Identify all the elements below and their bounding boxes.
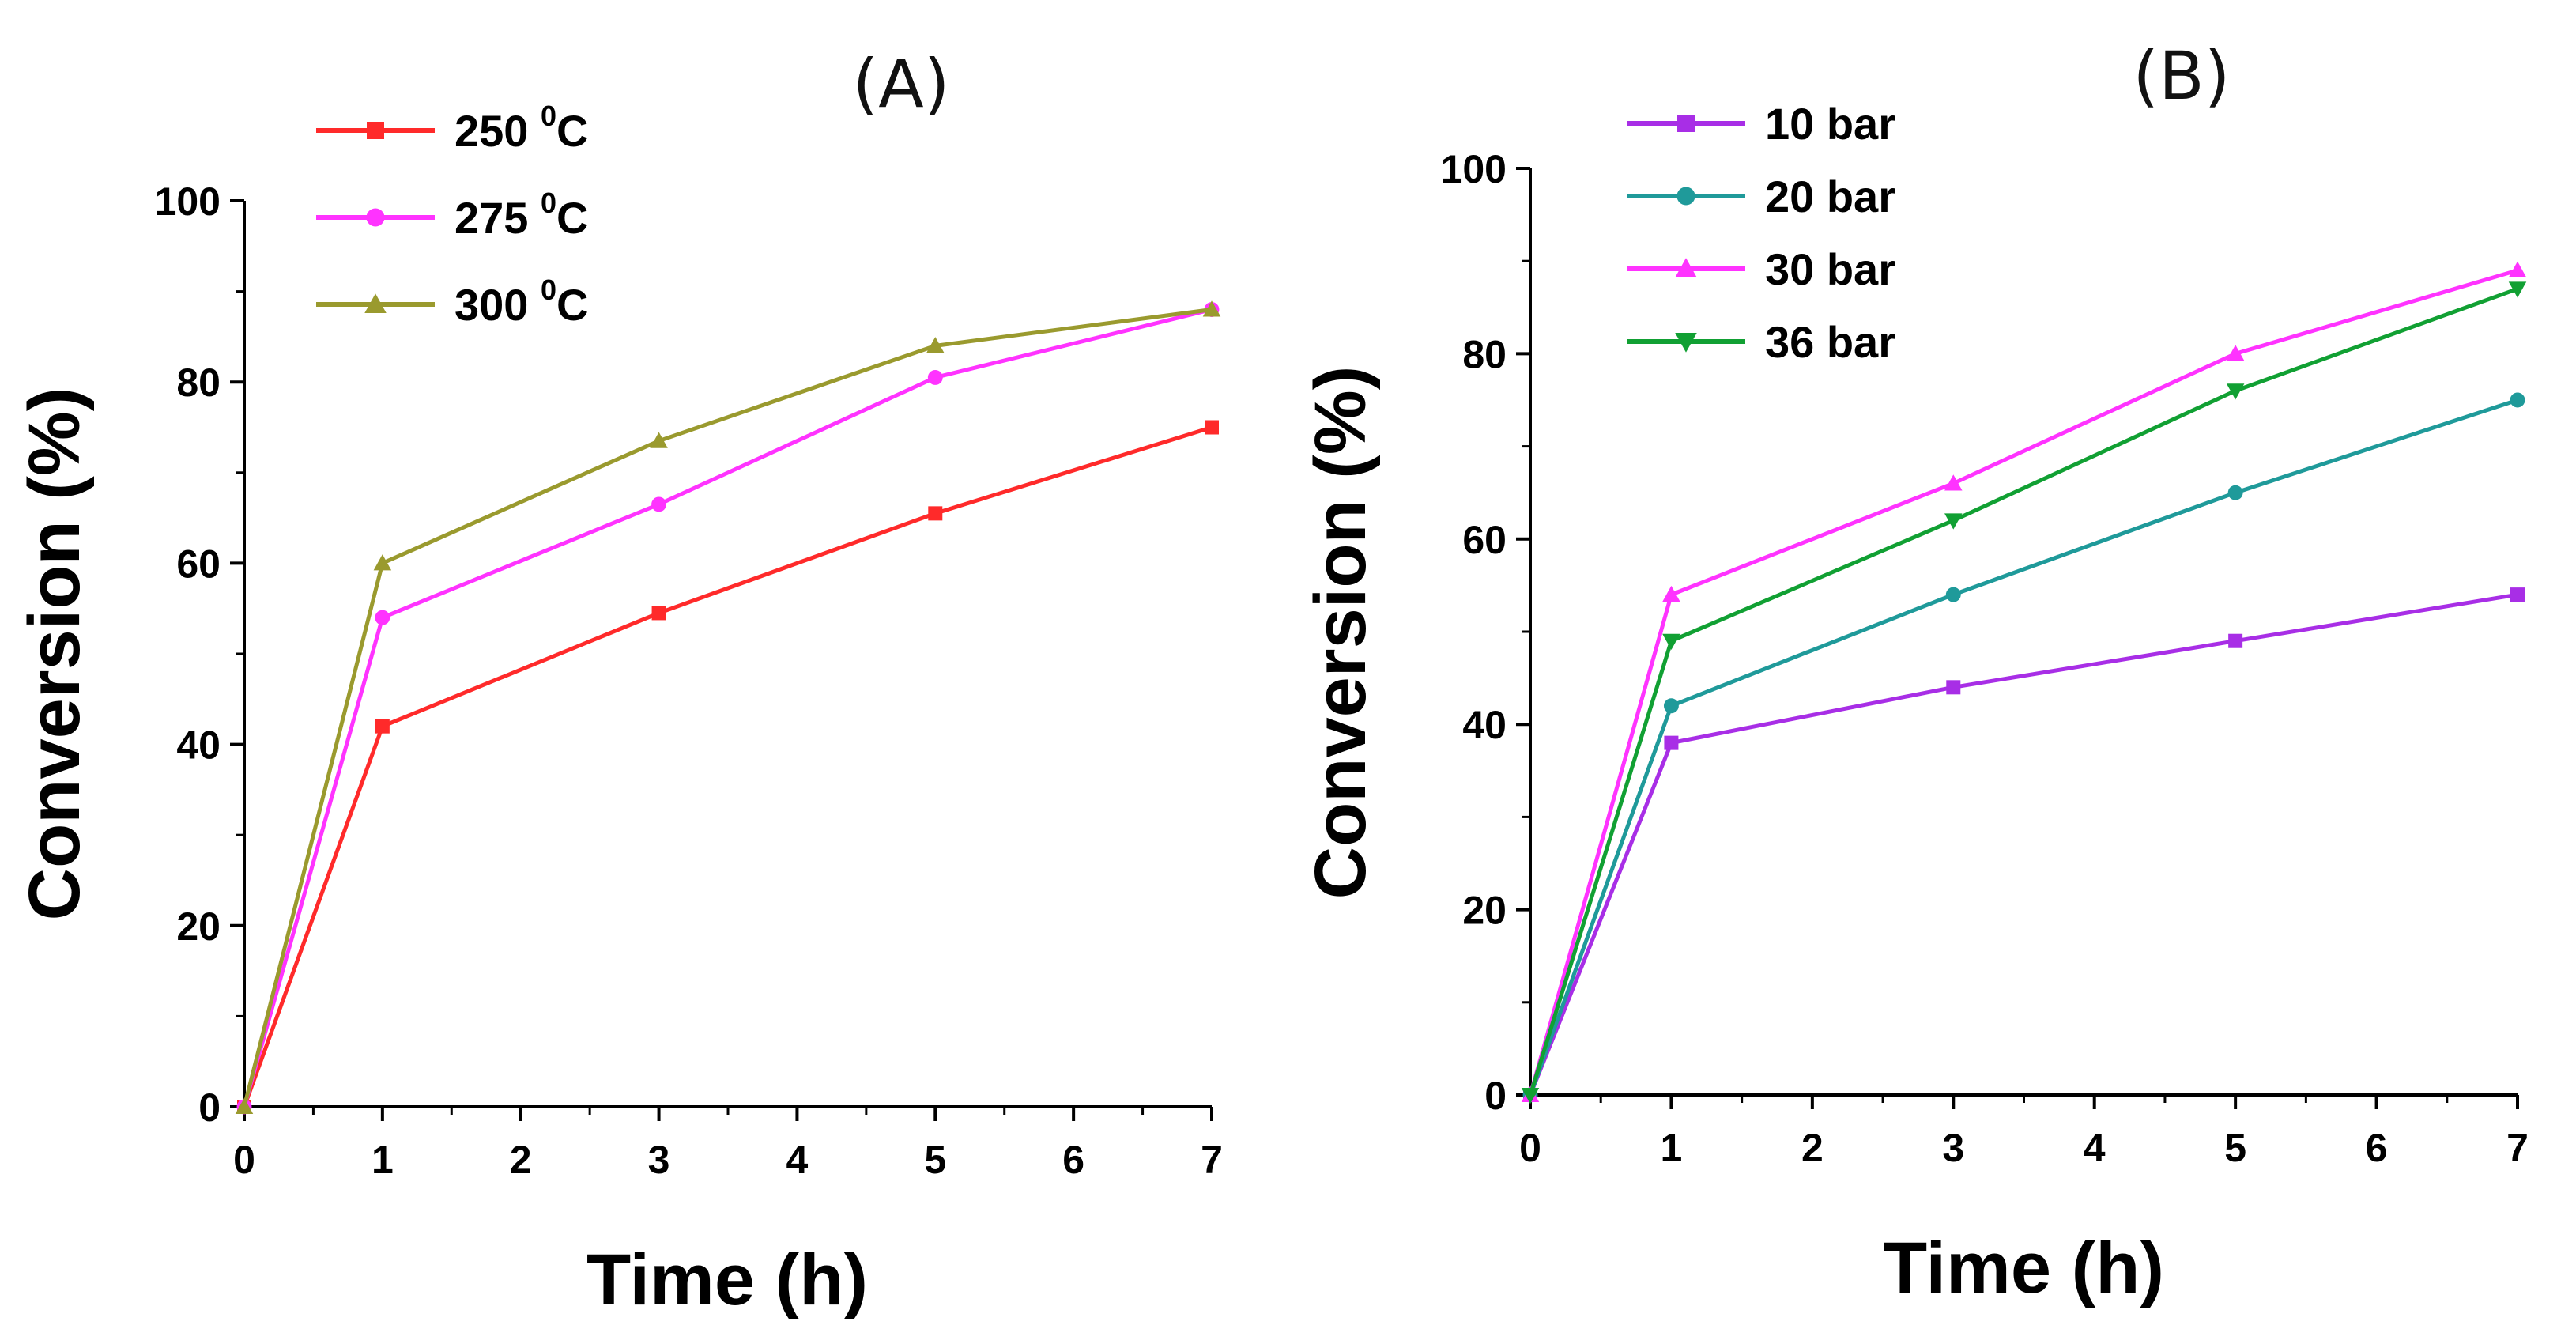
legend-label: 300 0C — [454, 274, 588, 330]
legend-entry: 20 bar — [1627, 172, 1895, 221]
legend-marker — [367, 122, 384, 139]
data-point — [1205, 420, 1219, 435]
panel-a: 0 20 40 60 80 100 0 1 2 3 4 5 6 7 (A) Conversion (%) Tim… — [14, 45, 1223, 1320]
data-point — [927, 370, 943, 385]
data-point — [650, 432, 668, 448]
y-tick-label: 60 — [176, 542, 221, 586]
data-point — [2510, 587, 2525, 602]
legend-marker — [364, 293, 387, 313]
legend-marker — [1677, 115, 1695, 132]
y-tick-label: 100 — [155, 179, 221, 224]
data-point — [373, 554, 392, 571]
data-point — [1664, 735, 1679, 750]
legend-entry: 275 0C — [316, 187, 588, 243]
data-point — [2226, 383, 2245, 400]
legend-entry: 300 0C — [316, 274, 588, 330]
y-tick-label: 80 — [1462, 332, 1507, 376]
data-point — [1946, 680, 1961, 695]
x-axis-label: Time (h) — [1883, 1228, 2164, 1308]
x-tick-label: 2 — [1801, 1126, 1824, 1170]
data-point — [2227, 485, 2243, 500]
y-axis-label: Conversion (%) — [1300, 366, 1381, 900]
y-tick-label: 20 — [1462, 889, 1507, 933]
data-point — [651, 496, 667, 512]
data-point — [1663, 698, 1679, 714]
legend-label: 275 0C — [454, 187, 588, 243]
x-tick-label: 0 — [233, 1138, 255, 1182]
x-tick-label: 4 — [2084, 1126, 2106, 1170]
data-point — [2228, 633, 2243, 648]
series-300 — [235, 300, 1221, 1114]
y-tick-label: 0 — [198, 1085, 221, 1130]
x-tick-label: 7 — [2506, 1126, 2529, 1170]
data-point — [2508, 261, 2527, 277]
data-point — [2226, 345, 2245, 361]
y-axis-label: Conversion (%) — [14, 387, 95, 921]
data-point — [2510, 392, 2525, 408]
x-tick-label: 4 — [786, 1138, 809, 1182]
legend-marker — [1676, 187, 1695, 206]
data-point — [1662, 633, 1680, 650]
series-36-bar — [1521, 281, 2527, 1104]
y-tick-label: 40 — [176, 723, 221, 768]
data-point — [651, 606, 666, 621]
data-point — [1202, 300, 1221, 317]
x-tick-label: 3 — [1942, 1126, 1964, 1170]
legend-marker — [1675, 333, 1697, 353]
legend-marker — [1675, 258, 1697, 277]
data-point — [375, 610, 390, 625]
data-point — [928, 506, 943, 521]
data-point — [1944, 474, 1963, 491]
data-point — [235, 1097, 254, 1114]
y-tick-label: 60 — [1462, 518, 1507, 562]
chart-title: (B) — [2133, 37, 2230, 115]
legend-label: 20 bar — [1765, 172, 1895, 221]
y-tick-label: 20 — [176, 904, 221, 949]
legend-entry: 30 bar — [1627, 244, 1895, 294]
data-point — [926, 337, 945, 353]
y-tick-label: 100 — [1441, 147, 1507, 191]
data-point — [1944, 513, 1963, 530]
chart-title: (A) — [852, 45, 949, 123]
legend-entry: 36 bar — [1627, 317, 1895, 367]
data-point — [1521, 1088, 1540, 1104]
x-tick-label: 6 — [1062, 1138, 1084, 1182]
y-tick-label: 0 — [1484, 1074, 1507, 1118]
x-tick-label: 1 — [1661, 1126, 1683, 1170]
data-point — [1662, 585, 1680, 602]
legend-label: 10 bar — [1765, 99, 1895, 149]
x-tick-label: 5 — [924, 1138, 946, 1182]
x-axis-label: Time (h) — [586, 1240, 868, 1320]
x-tick-label: 7 — [1201, 1138, 1223, 1182]
x-tick-label: 2 — [510, 1138, 532, 1182]
data-point — [1945, 587, 1961, 602]
legend-entry: 250 0C — [316, 100, 588, 156]
legend-label: 250 0C — [454, 100, 588, 156]
legend-entry: 10 bar — [1627, 99, 1895, 149]
x-tick-label: 3 — [648, 1138, 670, 1182]
x-tick-label: 6 — [2366, 1126, 2388, 1170]
panel-b: 0 20 40 60 80 100 0 1 2 3 4 5 6 7 (B) Conversion (%) Tim… — [1300, 37, 2529, 1308]
data-point — [375, 719, 390, 734]
y-tick-label: 80 — [176, 361, 221, 405]
x-tick-label: 0 — [1519, 1126, 1541, 1170]
x-tick-label: 1 — [372, 1138, 394, 1182]
x-tick-label: 5 — [2224, 1126, 2246, 1170]
legend-marker — [366, 208, 385, 227]
series-30-bar — [1521, 261, 2527, 1102]
legend-label: 30 bar — [1765, 244, 1895, 294]
y-tick-label: 40 — [1462, 703, 1507, 747]
legend-label: 36 bar — [1765, 317, 1895, 367]
data-point — [2508, 281, 2527, 298]
